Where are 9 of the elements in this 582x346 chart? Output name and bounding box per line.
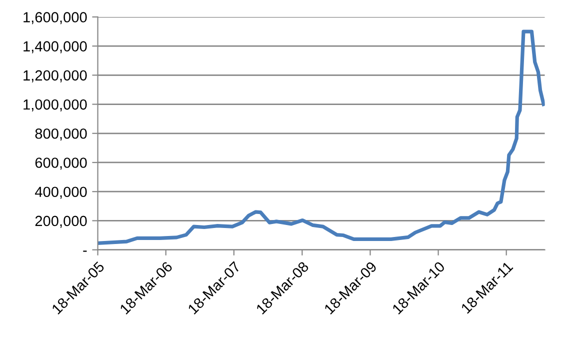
y-tick-label: 600,000 (35, 158, 87, 170)
y-tick-label: 200,000 (35, 216, 87, 228)
y-tick-label: - (83, 250, 87, 252)
y-tick-label: 1,600,000 (24, 12, 87, 24)
y-tick-label: 400,000 (34, 186, 87, 199)
y-tick-label: 1,000,000 (24, 99, 87, 112)
y-tick-label: 1,200,000 (24, 70, 87, 82)
y-tick-label: 800,000 (35, 128, 87, 141)
y-tick-label: 1,400,000 (24, 41, 87, 54)
